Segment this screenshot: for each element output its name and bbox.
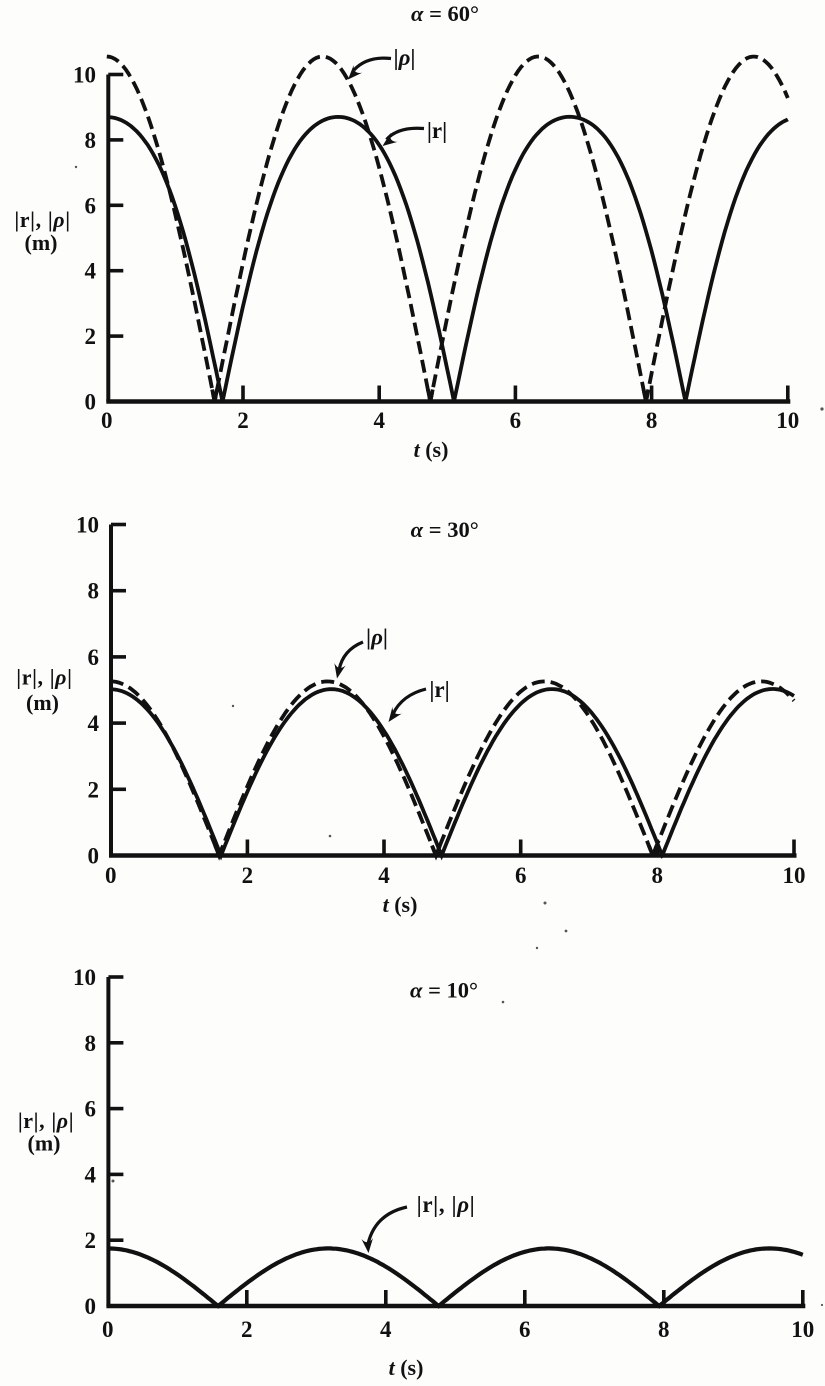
svg-text:0: 0 <box>102 1317 114 1342</box>
svg-text:6: 6 <box>510 408 522 433</box>
svg-text:α = 60°: α = 60° <box>411 1 479 26</box>
svg-text:2: 2 <box>85 1228 97 1253</box>
svg-text:10: 10 <box>791 1317 814 1342</box>
svg-text:(m): (m) <box>25 230 58 255</box>
svg-text:|r|: |r| <box>429 677 449 702</box>
svg-text:2: 2 <box>242 863 254 888</box>
svg-text:2: 2 <box>85 324 97 349</box>
svg-text:|r|, |ρ|: |r|, |ρ| <box>14 207 70 232</box>
svg-text:6: 6 <box>515 863 527 888</box>
svg-text:t (s): t (s) <box>383 892 418 917</box>
svg-text:|r|, |ρ|: |r|, |ρ| <box>16 665 72 690</box>
svg-text:8: 8 <box>658 1317 670 1342</box>
svg-text:(m): (m) <box>28 1131 61 1156</box>
svg-text:8: 8 <box>646 408 658 433</box>
svg-text:4: 4 <box>378 863 390 888</box>
svg-text:8: 8 <box>85 128 97 153</box>
svg-text:t (s): t (s) <box>389 1355 424 1380</box>
svg-text:10: 10 <box>776 408 799 433</box>
svg-text:10: 10 <box>783 863 806 888</box>
svg-text:6: 6 <box>88 645 100 670</box>
svg-text:8: 8 <box>652 863 664 888</box>
svg-text:|ρ|: |ρ| <box>393 45 415 70</box>
svg-text:10: 10 <box>73 965 96 990</box>
svg-text:4: 4 <box>85 259 97 284</box>
svg-text:(m): (m) <box>26 690 59 715</box>
svg-text:2: 2 <box>241 1317 253 1342</box>
svg-text:0: 0 <box>85 390 97 415</box>
svg-text:10: 10 <box>76 513 99 538</box>
svg-text:10: 10 <box>73 63 96 88</box>
svg-text:|r|: |r| <box>427 118 447 143</box>
svg-text:4: 4 <box>88 711 100 736</box>
svg-text:α = 30°: α = 30° <box>411 517 479 542</box>
svg-text:0: 0 <box>85 1294 97 1319</box>
svg-text:4: 4 <box>373 408 385 433</box>
svg-text:8: 8 <box>88 579 100 604</box>
svg-text:0: 0 <box>88 844 100 869</box>
svg-text:|ρ|: |ρ| <box>366 625 388 650</box>
svg-text:6: 6 <box>85 193 97 218</box>
svg-text:0: 0 <box>105 863 117 888</box>
svg-text:8: 8 <box>85 1031 97 1056</box>
svg-text:0: 0 <box>101 408 113 433</box>
svg-text:2: 2 <box>237 408 249 433</box>
svg-text:t (s): t (s) <box>414 437 449 462</box>
svg-text:|r|, |ρ|: |r|, |ρ| <box>417 1192 476 1217</box>
svg-text:4: 4 <box>380 1317 392 1342</box>
svg-text:4: 4 <box>85 1162 97 1187</box>
svg-text:|r|, |ρ|: |r|, |ρ| <box>18 1108 74 1133</box>
svg-text:α = 10°: α = 10° <box>410 978 478 1003</box>
svg-text:2: 2 <box>88 777 100 802</box>
svg-text:6: 6 <box>519 1317 531 1342</box>
svg-text:6: 6 <box>85 1097 97 1122</box>
